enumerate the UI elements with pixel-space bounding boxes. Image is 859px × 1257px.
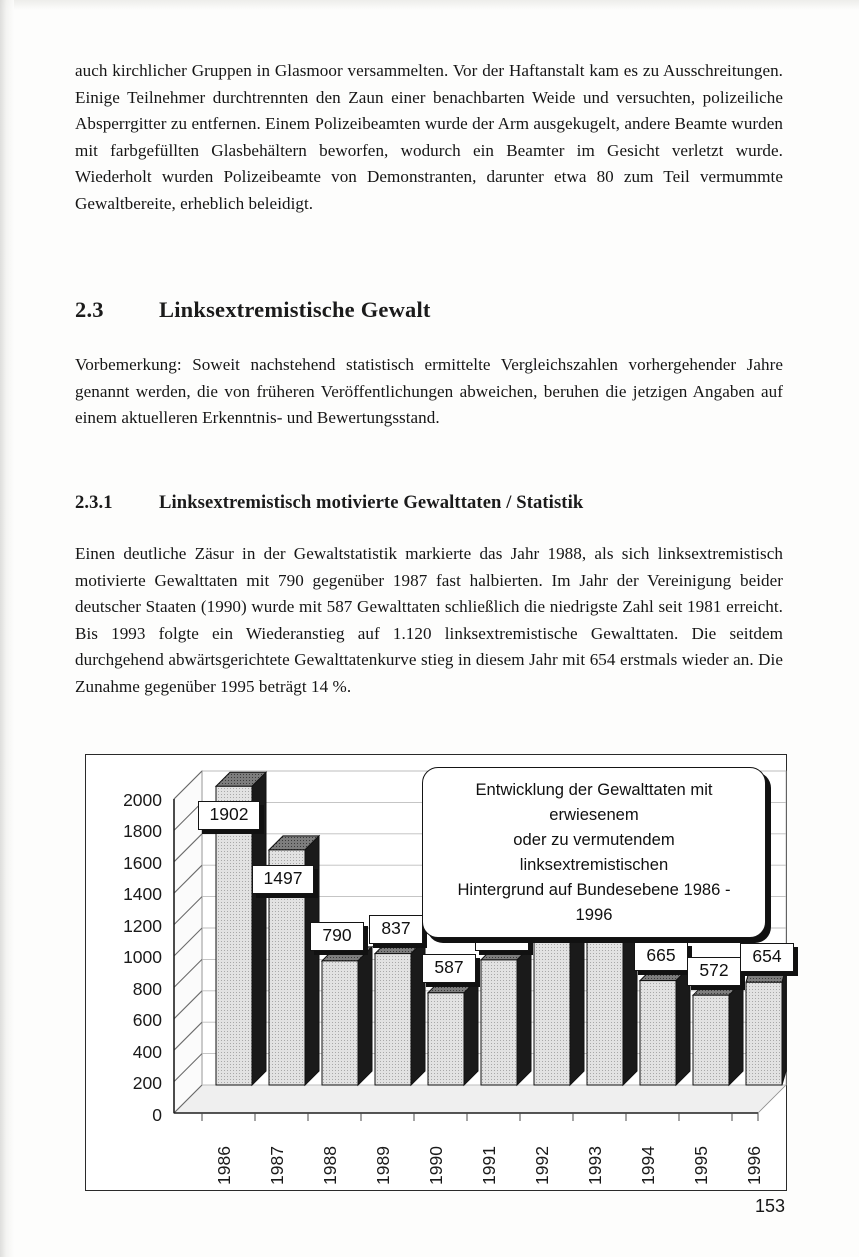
chart-title-line-3: Hintergrund auf Bundesebene 1986 - 1996 [457,880,731,924]
x-tick-label-1987: 1987 [267,1146,287,1185]
paragraph-intro: auch kirchlicher Gruppen in Glasmoor ver… [75,58,783,218]
chart-title-callout: Entwicklung der Gewalttaten mit erwiesen… [422,767,766,938]
x-tick-label-1993: 1993 [585,1146,605,1185]
scan-edge-left [0,0,14,1257]
subsection-heading-row: 2.3.1 Linksextremistisch motivierte Gewal… [75,491,783,515]
paragraph-statistik: Einen deutliche Zäsur in der Gewaltstati… [75,541,783,701]
paragraph-statistik-text: Einen deutliche Zäsur in der Gewaltstati… [75,544,783,696]
x-tick-label-1994: 1994 [638,1146,658,1185]
y-tick-label: 200 [132,1073,162,1093]
subsection-title: Linksextremistisch motivierte Gewalttate… [159,492,584,513]
chart-title-line-2: oder zu vermutendem linksextremistischen [513,830,675,874]
value-label-1996: 654 [740,943,794,972]
x-tick-label-1995: 1995 [691,1146,711,1185]
chart-bars [214,771,787,1087]
value-label-1995: 572 [687,957,741,986]
bar-1990 [426,977,480,1087]
bar-1987 [267,834,321,1087]
x-tick-label-1988: 1988 [320,1146,340,1185]
bar-1986 [214,771,268,1087]
gewalttaten-bar-chart: 2000 1800 1600 1400 1200 1000 800 600 40… [85,754,794,1191]
section-number: 2.3 [75,297,104,322]
y-tick-label: 400 [132,1042,162,1062]
bar-1995 [691,979,745,1087]
value-label-1990: 587 [422,954,476,983]
section-heading-row: 2.3 Linksextremistische Gewalt [75,296,783,324]
y-tick-label: 1200 [123,916,162,936]
y-tick-label: 600 [132,1010,162,1030]
bar-1996 [745,967,787,1086]
scan-edge-top [0,0,859,10]
y-tick-label: 800 [132,979,162,999]
chart-floor [173,1084,787,1114]
subsection-number: 2.3.1 [75,492,113,513]
chart-x-ticks [201,1113,759,1121]
value-label-1986: 1902 [198,801,260,830]
value-label-1994: 665 [634,942,688,971]
x-tick-label-1991: 1991 [479,1146,499,1185]
y-tick-label: 2000 [123,790,162,810]
paragraph-vorbemerkung-text: Vorbemerkung: Soweit nachstehend statist… [75,355,783,428]
section-title: Linksextremistische Gewalt [159,297,431,322]
x-tick-label-1986: 1986 [214,1146,234,1185]
y-tick-label: 1600 [123,853,162,873]
subsection-heading: 2.3.1 Linksextremistisch motivierte Gewal… [75,491,783,515]
value-label-1989: 837 [369,915,423,944]
y-tick-label: 1400 [123,884,162,904]
x-tick-label-1990: 1990 [426,1146,446,1185]
y-tick-label: 0 [152,1105,162,1125]
chart-plot-area: 2000 1800 1600 1400 1200 1000 800 600 40… [86,755,794,1190]
section-heading: 2.3 Linksextremistische Gewalt [75,296,783,324]
bar-1994 [638,965,692,1087]
y-tick-label: 1000 [123,947,162,967]
page-number: 153 [754,1196,785,1216]
x-tick-label-1996: 1996 [744,1146,764,1185]
value-label-1988: 790 [310,922,364,951]
paragraph-vorbemerkung: Vorbemerkung: Soweit nachstehend statist… [75,352,783,432]
bar-1988 [320,945,374,1087]
chart-y-ticks [173,770,203,1114]
paragraph-intro-text: auch kirchlicher Gruppen in Glasmoor ver… [75,61,783,213]
bar-1992 [532,915,586,1087]
value-label-1987: 1497 [252,865,314,894]
bar-1989 [373,938,427,1087]
y-tick-label: 1800 [123,821,162,841]
x-tick-label-1992: 1992 [532,1146,552,1185]
x-tick-label-1989: 1989 [373,1146,393,1185]
bar-1991 [479,944,533,1087]
chart-title-line-1: Entwicklung der Gewalttaten mit erwiesen… [475,780,713,824]
